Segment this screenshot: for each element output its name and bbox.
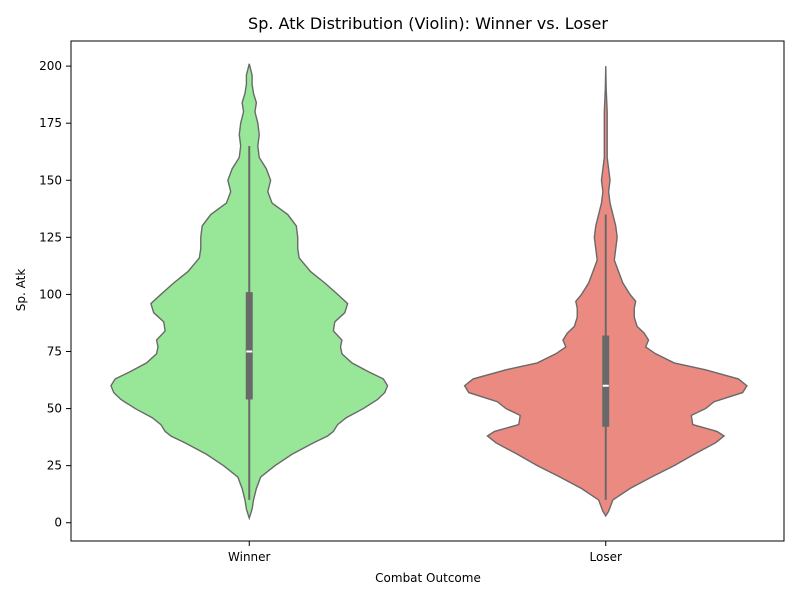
x-tick-label-winner: Winner: [228, 550, 271, 564]
chart-title: Sp. Atk Distribution (Violin): Winner vs…: [248, 14, 608, 33]
violin-group-winner: [110, 63, 389, 521]
y-tick-label: 25: [47, 459, 62, 473]
plot-area: [70, 40, 785, 542]
x-axis: Winner Loser: [228, 541, 622, 564]
y-tick-label: 0: [54, 516, 62, 530]
iqr-box-winner: [245, 292, 253, 400]
median-marker-winner: [246, 350, 253, 353]
y-tick-label: 175: [39, 116, 62, 130]
y-tick-label: 100: [39, 287, 62, 301]
x-tick-label-loser: Loser: [590, 550, 622, 564]
y-tick-label: 150: [39, 173, 62, 187]
iqr-box-loser: [602, 335, 610, 427]
y-axis-label: Sp. Atk: [14, 269, 28, 312]
x-axis-label: Combat Outcome: [375, 571, 481, 585]
y-axis: 0 25 50 75 100 125 150 175 200: [39, 59, 71, 530]
plot-frame: [70, 40, 785, 542]
violin-group-loser: [463, 66, 748, 518]
y-tick-label: 125: [39, 230, 62, 244]
y-tick-label: 75: [47, 345, 62, 359]
y-tick-label: 50: [47, 402, 62, 416]
y-tick-label: 200: [39, 59, 62, 73]
median-marker-loser: [602, 384, 609, 387]
